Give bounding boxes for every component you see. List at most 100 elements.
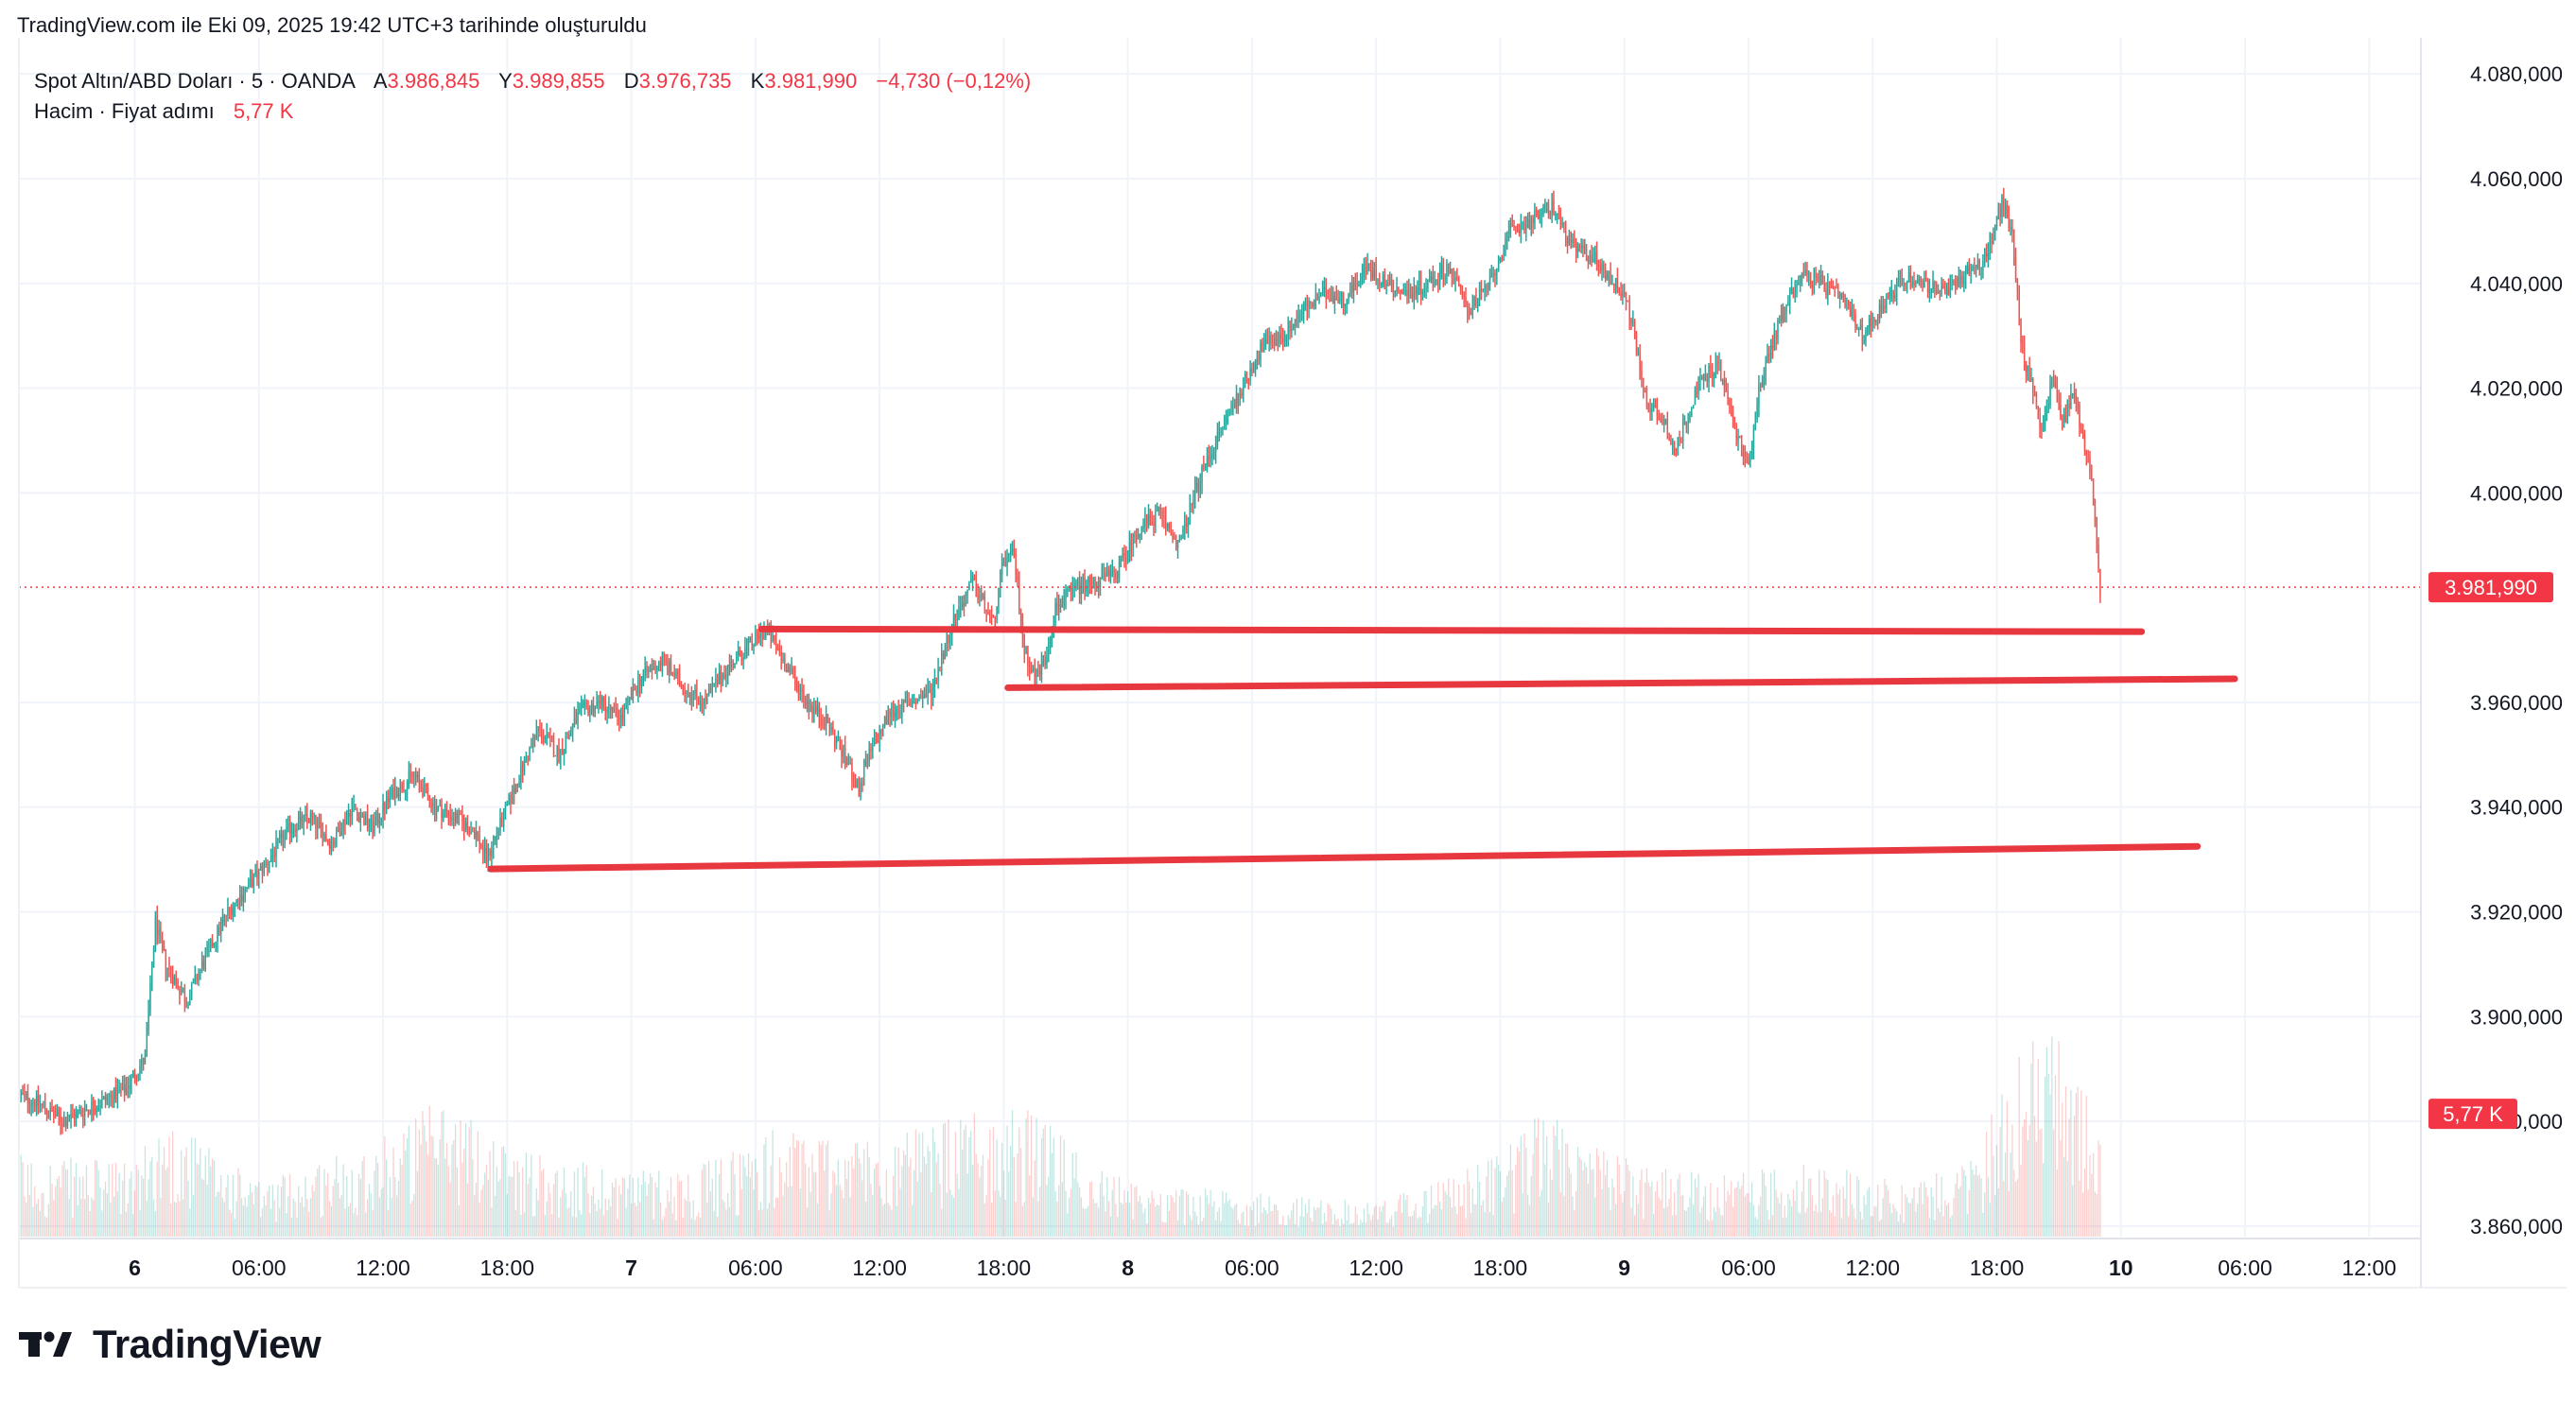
candle-body xyxy=(736,655,738,664)
volume-bar xyxy=(317,1169,319,1237)
volume-bar xyxy=(1720,1214,1722,1237)
volume-bar xyxy=(1851,1204,1854,1237)
candle-body xyxy=(948,634,949,644)
volume-bar xyxy=(2068,1118,2070,1237)
candle-body xyxy=(221,919,224,923)
candle-body xyxy=(1961,275,1963,284)
candle-body xyxy=(485,847,488,863)
volume-bar xyxy=(673,1196,675,1237)
candle-body xyxy=(598,700,600,702)
volume-bar xyxy=(1482,1200,1484,1237)
volume-bar xyxy=(1094,1203,1096,1237)
candle-body xyxy=(346,816,348,825)
volume-bar xyxy=(1356,1214,1358,1237)
candle-body xyxy=(630,697,633,700)
volume-bar xyxy=(723,1202,725,1237)
candle-body xyxy=(1618,288,1620,294)
volume-bar xyxy=(250,1183,252,1237)
candle-body xyxy=(133,1072,136,1079)
candle-body xyxy=(992,615,995,617)
volume-bar xyxy=(1187,1194,1190,1237)
candle-body xyxy=(68,1118,70,1122)
volume-bar xyxy=(1594,1197,1596,1237)
volume-bar xyxy=(845,1179,848,1237)
volume-bar xyxy=(1951,1215,1953,1237)
candle-body xyxy=(376,814,379,824)
volume-bar xyxy=(960,1119,962,1237)
volume-bar xyxy=(1381,1211,1383,1237)
volume-bar xyxy=(1565,1143,1567,1237)
candle-body xyxy=(1268,336,1270,342)
volume-bar xyxy=(37,1198,40,1237)
volume-bar xyxy=(1130,1183,1132,1237)
candle-body xyxy=(460,813,461,816)
candle-body xyxy=(629,697,631,699)
volume-bar xyxy=(70,1157,72,1237)
legend-volume-row[interactable]: Hacim · Fiyat adımı 5,77 K xyxy=(34,96,1044,127)
volume-bar xyxy=(1302,1216,1305,1237)
candle-body xyxy=(896,709,897,713)
candle-body xyxy=(1537,211,1540,218)
candle-body xyxy=(1157,507,1160,511)
volume-bar xyxy=(656,1187,658,1237)
candle-body xyxy=(1959,275,1961,278)
candle-body xyxy=(1192,500,1194,506)
candle-body xyxy=(1069,588,1070,590)
last-price-label: 3.981,990 xyxy=(2445,576,2537,599)
volume-bar xyxy=(1965,1175,1967,1237)
candle-body xyxy=(581,704,583,708)
legend-price-row[interactable]: Spot Altın/ABD Doları · 5 · OANDA A3.986… xyxy=(34,66,1044,96)
volume-bar xyxy=(860,1163,862,1237)
candle-body xyxy=(525,758,528,760)
candle-body xyxy=(1710,366,1712,369)
volume-bar xyxy=(670,1176,672,1237)
volume-bar xyxy=(2033,1116,2036,1237)
volume-bar xyxy=(1802,1165,1804,1237)
candle-body xyxy=(1599,266,1601,271)
candle-body xyxy=(103,1096,105,1099)
volume-bar xyxy=(1247,1225,1249,1237)
volume-bar xyxy=(746,1175,748,1237)
candle-body xyxy=(2001,196,2003,217)
candle-body xyxy=(1509,223,1512,230)
candle-body xyxy=(799,688,801,695)
volume-bar xyxy=(1467,1169,1469,1237)
candle-body xyxy=(1963,277,1965,284)
volume-bar xyxy=(1098,1207,1100,1237)
volume-bar xyxy=(1625,1158,1627,1237)
candle-body xyxy=(1017,575,1018,580)
candle-body xyxy=(558,747,560,762)
candle-body xyxy=(299,816,302,822)
volume-bar xyxy=(347,1206,350,1237)
candle-body xyxy=(284,834,286,843)
volume-bar xyxy=(49,1166,51,1237)
tradingview-logo[interactable]: TradingView xyxy=(19,1322,322,1367)
candle-body xyxy=(1576,246,1579,252)
volume-bar xyxy=(55,1186,57,1237)
volume-bar xyxy=(830,1193,832,1237)
candle-body xyxy=(1749,459,1751,465)
candle-body xyxy=(1731,406,1732,413)
candle-body xyxy=(874,738,876,745)
x-tick-label: 10 xyxy=(2109,1256,2133,1280)
volume-bar xyxy=(732,1152,734,1237)
candle-body xyxy=(185,1002,187,1006)
volume-bar xyxy=(405,1151,407,1237)
candle-body xyxy=(1159,507,1161,511)
candle-body xyxy=(1936,291,1938,293)
volume-bar xyxy=(242,1204,245,1237)
candle-body xyxy=(1442,266,1444,280)
volume-label[interactable]: Hacim · Fiyat adımı xyxy=(34,99,215,123)
volume-bar xyxy=(185,1147,187,1237)
candle-body xyxy=(827,714,829,723)
candle-body xyxy=(1897,279,1900,281)
volume-bar xyxy=(787,1186,790,1237)
candle-body xyxy=(1838,294,1841,299)
candle-body xyxy=(1718,361,1720,364)
symbol-title[interactable]: Spot Altın/ABD Doları · 5 · OANDA xyxy=(34,69,356,93)
volume-bar xyxy=(279,1207,281,1237)
candle-body xyxy=(1939,291,1941,293)
volume-bar xyxy=(1503,1197,1505,1237)
volume-bar xyxy=(1863,1195,1865,1237)
